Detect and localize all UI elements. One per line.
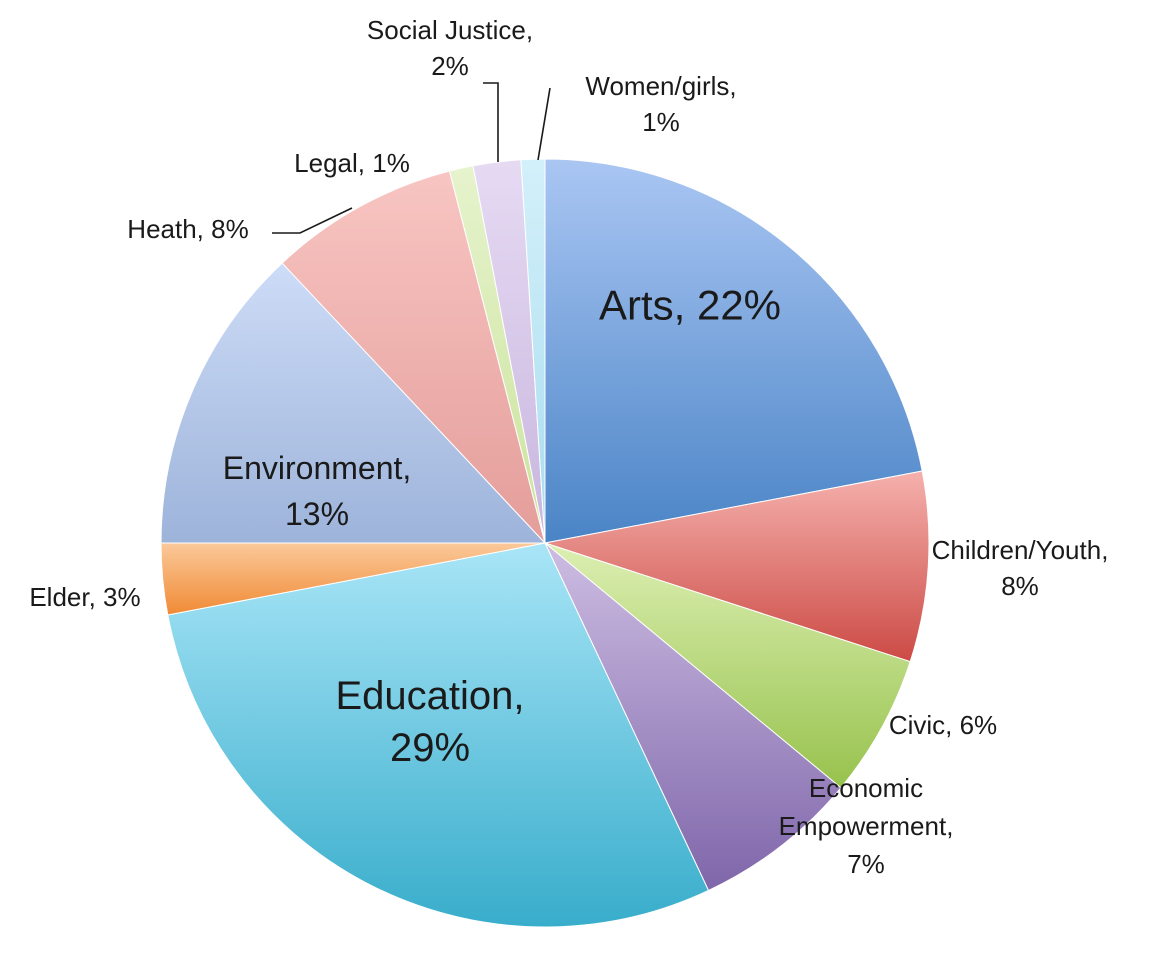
pie-slice-children-youth: [544, 470, 930, 663]
pie-slice-civic: [544, 542, 911, 789]
slice-label-women-girls: Women/girls, 1%: [585, 71, 736, 137]
pie-slice-arts: [544, 158, 923, 544]
slice-label-economic-empowerment: Economic Empowerment, 7%: [779, 773, 954, 879]
slice-label-education: Education, 29%: [335, 674, 524, 770]
pie-slice-education: [167, 542, 710, 928]
slice-label-environment: Environment, 13%: [223, 450, 412, 532]
leader-line-women-girls: [537, 87, 551, 161]
slice-label-heath: Heath, 8%: [127, 214, 248, 244]
pie-slice-women-girls: [520, 158, 546, 544]
leader-line-heath: [272, 207, 353, 234]
pie-slice-environment: [160, 262, 547, 544]
leader-line-social-justice: [483, 82, 499, 162]
slice-label-elder: Elder, 3%: [29, 582, 140, 612]
slice-label-arts: Arts, 22%: [599, 282, 781, 329]
pie-slice-heath: [281, 170, 546, 544]
slice-label-civic: Civic, 6%: [889, 710, 997, 740]
pie-slice-economic-empowerment: [544, 542, 842, 892]
slice-label-social-justice: Social Justice, 2%: [367, 15, 533, 81]
slice-label-children-youth: Children/Youth, 8%: [932, 535, 1109, 601]
slice-label-legal: Legal, 1%: [294, 148, 410, 178]
